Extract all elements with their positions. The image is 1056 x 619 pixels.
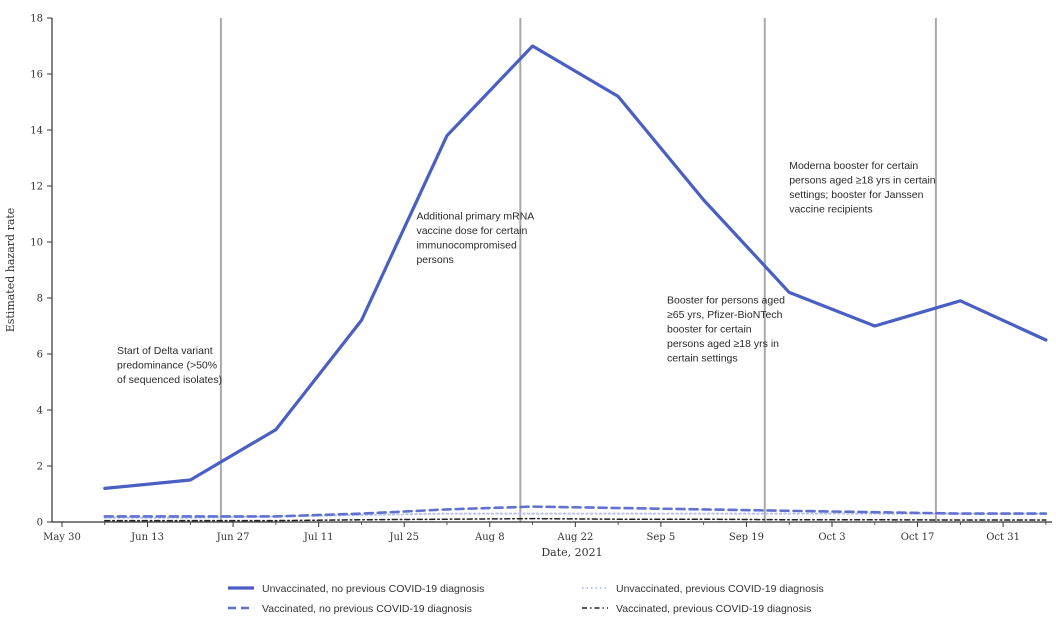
- event-lines: [219, 18, 937, 522]
- x-tick-label: Jun 27: [216, 532, 250, 543]
- y-tick-label: 4: [37, 406, 43, 417]
- y-tick-label: 12: [30, 182, 43, 193]
- annotation-line: Booster for persons aged: [667, 295, 785, 307]
- y-tick-label: 14: [30, 126, 43, 137]
- legend-label: Vaccinated, previous COVID-19 diagnosis: [616, 603, 811, 615]
- legend-label: Unvaccinated, no previous COVID-19 diagn…: [262, 583, 484, 595]
- y-tick-label: 10: [30, 238, 43, 249]
- x-axis-ticks: May 30 Jun 13 Jun 27 Jul 11 Jul 25 Aug 8 Aug 2…: [43, 522, 1047, 543]
- annotation-line: of sequenced isolates): [117, 374, 222, 386]
- x-tick-label: Jul 25: [388, 532, 419, 543]
- series-layer: [103, 44, 1048, 522]
- series-line-1: [103, 44, 1048, 490]
- series-line-2: [103, 512, 1047, 519]
- event-annotation-1: Start of Delta variant predominance (>50%…: [117, 345, 222, 386]
- x-tick-label: Jun 13: [130, 532, 164, 543]
- annotation-line: vaccine recipients: [789, 204, 872, 216]
- annotation-line: predominance (>50%: [117, 360, 217, 372]
- x-tick-label: Sep 19: [729, 532, 764, 543]
- x-tick-label: Oct 17: [901, 532, 935, 543]
- legend-label: Unvaccinated, previous COVID-19 diagnosi…: [616, 583, 824, 595]
- x-axis-title: Date, 2021: [541, 546, 602, 559]
- event-annotations: Start of Delta variant predominance (>50%…: [117, 160, 936, 386]
- y-axis-ticks: 0 2 4 6 8 10 12 14 16 18: [30, 14, 52, 529]
- y-tick-label: 18: [30, 14, 43, 25]
- x-tick-label: Aug 22: [556, 532, 593, 543]
- y-tick-label: 8: [37, 294, 43, 305]
- annotation-line: immunocompromised: [416, 240, 517, 252]
- x-tick-label: Oct 31: [986, 532, 1020, 543]
- annotation-line: Start of Delta variant: [117, 345, 213, 357]
- y-tick-label: 0: [37, 518, 43, 529]
- y-tick-label: 2: [37, 462, 43, 473]
- y-tick-label: 6: [37, 350, 43, 361]
- y-axis-title: Estimated hazard rate: [4, 208, 17, 333]
- x-tick-label: Jul 11: [303, 532, 334, 543]
- series-line-4: [104, 517, 1047, 522]
- annotation-line: Additional primary mRNA: [416, 211, 534, 223]
- x-tick-label: May 30: [43, 532, 81, 543]
- event-annotation-4: Moderna booster for certain persons aged …: [789, 160, 936, 216]
- annotation-line: persons aged ≥18 yrs in certain: [789, 175, 936, 187]
- annotation-line: persons aged ≥18 yrs in: [667, 338, 779, 350]
- annotation-line: settings; booster for Janssen: [789, 189, 923, 201]
- annotation-line: booster for certain: [667, 324, 752, 336]
- axes: [51, 18, 1052, 523]
- event-annotation-2: Additional primary mRNA vaccine dose for …: [416, 211, 534, 267]
- annotation-line: ≥65 yrs, Pfizer-BioNTech: [667, 309, 783, 321]
- y-tick-label: 16: [30, 70, 43, 81]
- x-tick-label: Oct 3: [818, 532, 845, 543]
- annotation-line: Moderna booster for certain: [789, 160, 918, 172]
- legend-label: Vaccinated, no previous COVID-19 diagnos…: [262, 603, 472, 615]
- annotation-line: vaccine dose for certain: [416, 225, 527, 237]
- x-tick-label: Sep 5: [647, 532, 676, 543]
- annotation-line: certain settings: [667, 353, 738, 365]
- event-annotation-3: Booster for persons aged ≥65 yrs, Pfizer-…: [667, 295, 785, 365]
- x-tick-label: Aug 8: [474, 532, 505, 543]
- series-line-3: [103, 505, 1048, 518]
- legend: Unvaccinated, no previous COVID-19 diagn…: [228, 583, 824, 615]
- annotation-line: persons: [416, 254, 453, 266]
